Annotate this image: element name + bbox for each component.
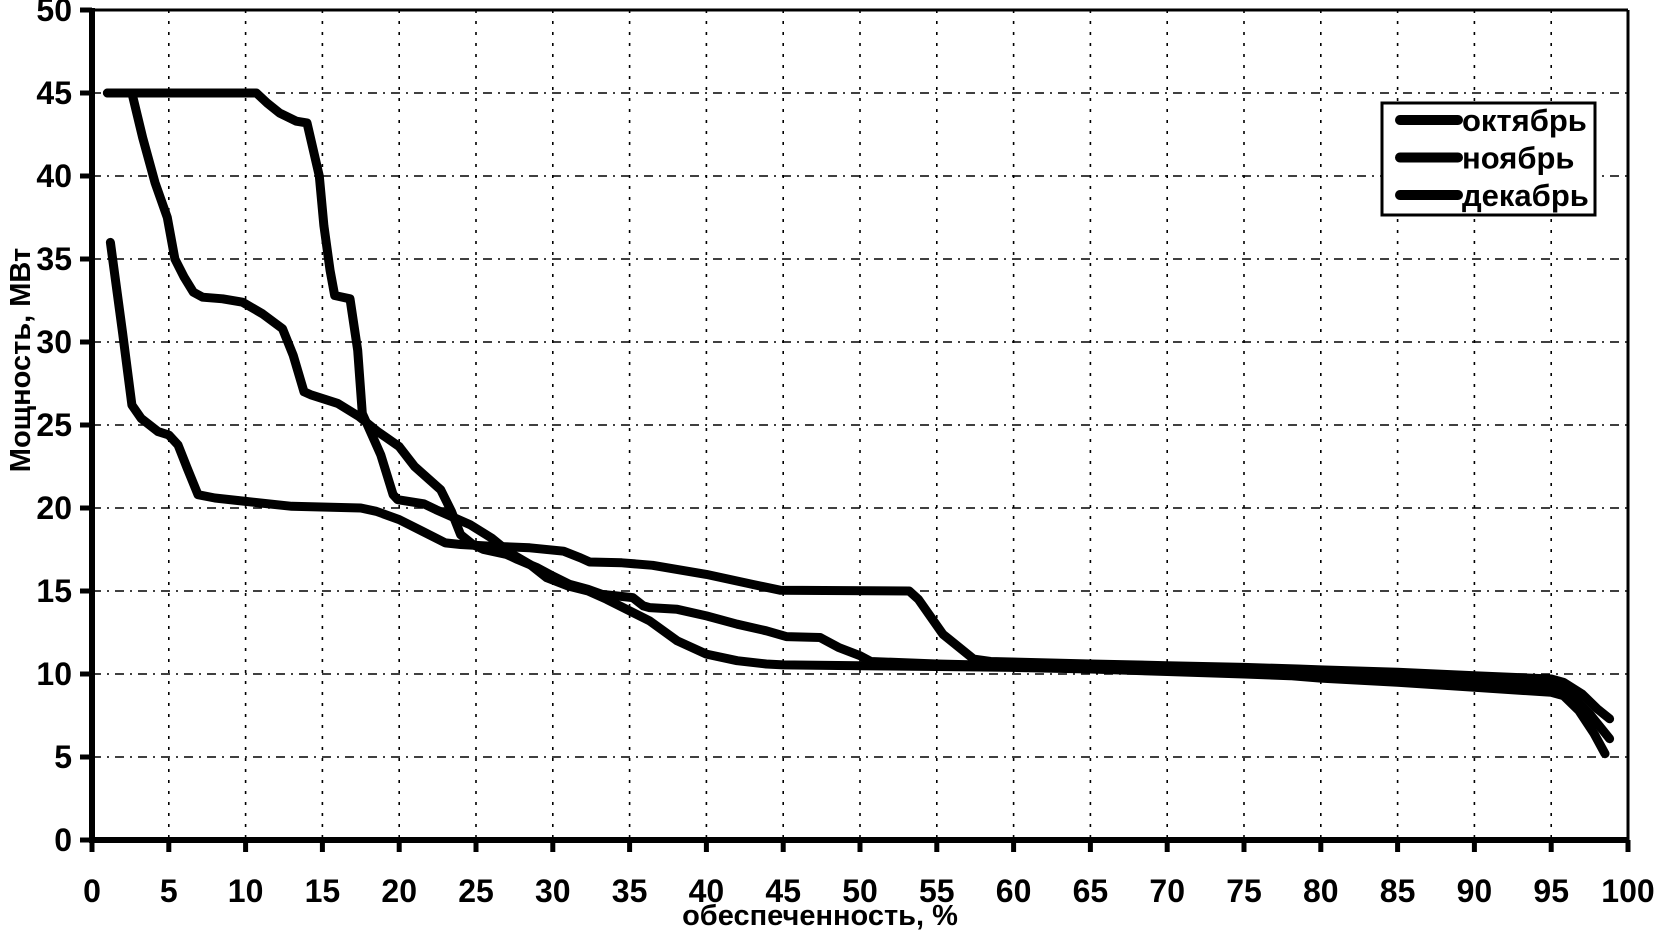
y-tick-label: 40 xyxy=(36,158,72,194)
y-tick-label: 15 xyxy=(36,573,72,609)
x-tick-label: 85 xyxy=(1380,873,1416,909)
legend-label-ноябрь: ноябрь xyxy=(1462,141,1574,176)
series-line-декабрь xyxy=(102,88,1610,759)
y-tick-label: 35 xyxy=(36,241,72,277)
x-axis-title: обеспеченность, % xyxy=(682,900,958,932)
y-tick-label: 20 xyxy=(36,490,72,526)
x-tick-label: 10 xyxy=(228,873,264,909)
y-tick-label: 45 xyxy=(36,75,72,111)
y-axis-title: Мощность, МВт xyxy=(5,248,37,472)
legend-label-декабрь: декабрь xyxy=(1462,178,1589,213)
x-tick-label: 70 xyxy=(1149,873,1185,909)
x-tick-label: 30 xyxy=(535,873,571,909)
y-tick-label: 25 xyxy=(36,407,72,443)
x-tick-label: 80 xyxy=(1303,873,1339,909)
x-tick-label: 55 xyxy=(919,873,955,909)
series-line-октябрь xyxy=(105,237,1615,724)
x-tick-label: 0 xyxy=(83,873,101,909)
y-tick-label: 10 xyxy=(36,656,72,692)
y-tick-label: 50 xyxy=(36,0,72,28)
x-tick-label: 45 xyxy=(765,873,801,909)
x-tick-label: 100 xyxy=(1601,873,1654,909)
x-tick-label: 25 xyxy=(458,873,494,909)
y-tick-label: 5 xyxy=(54,739,72,775)
y-tick-label: 30 xyxy=(36,324,72,360)
x-tick-label: 40 xyxy=(689,873,725,909)
legend-label-октябрь: октябрь xyxy=(1462,103,1587,138)
x-tick-label: 95 xyxy=(1533,873,1569,909)
x-tick-label: 90 xyxy=(1457,873,1493,909)
x-tick-label: 50 xyxy=(842,873,878,909)
x-tick-label: 15 xyxy=(305,873,341,909)
x-tick-label: 75 xyxy=(1226,873,1262,909)
y-tick-label: 0 xyxy=(54,822,72,858)
x-tick-label: 5 xyxy=(160,873,178,909)
x-tick-label: 35 xyxy=(612,873,648,909)
x-tick-label: 20 xyxy=(381,873,417,909)
x-tick-label: 65 xyxy=(1073,873,1109,909)
x-tick-label: 60 xyxy=(996,873,1032,909)
